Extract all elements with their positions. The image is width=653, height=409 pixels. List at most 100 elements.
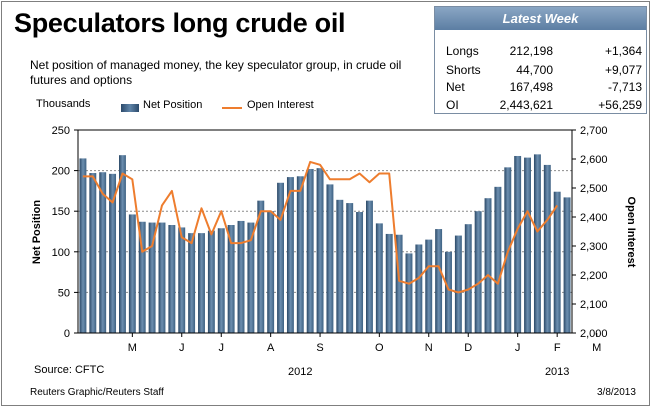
net-position-bar (286, 177, 294, 333)
net-position-bar (128, 214, 136, 333)
x-year-label: 2012 (288, 366, 312, 378)
left-tick-label: 250 (52, 125, 70, 137)
net-position-bar (79, 158, 87, 333)
net-position-bar (207, 230, 215, 333)
source-note: Source: CFTC (34, 364, 105, 376)
net-position-bar (306, 168, 314, 333)
net-position-bar (375, 223, 383, 333)
left-tick-label: 0 (64, 328, 70, 340)
x-month-label: N (425, 342, 433, 354)
net-position-bar (89, 173, 97, 333)
row-change: +56,259 (598, 98, 642, 112)
left-tick-label: 200 (52, 166, 70, 178)
net-position-bar (563, 197, 571, 333)
open-interest-series-line (82, 160, 559, 294)
axes (77, 129, 573, 334)
net-position-bar (267, 211, 275, 333)
legend-net-position-label: Net Position (143, 99, 203, 111)
row-label: OI (446, 98, 459, 112)
x-axis-ticks: M J J A S O N D J F M 2012 2013 (128, 333, 601, 378)
x-month-label: F (554, 342, 561, 354)
net-position-bar (109, 173, 117, 333)
latest-week-panel: Latest Week Longs 212,198 +1,364 Shorts … (434, 6, 647, 114)
left-tick-label: 150 (52, 206, 70, 218)
left-axis-ticks: 0 50 100 150 200 250 (52, 125, 78, 340)
net-position-bar (524, 157, 531, 333)
net-position-bar (356, 212, 364, 333)
net-position-bar (99, 172, 107, 333)
net-position-bar (247, 222, 255, 333)
x-month-label: D (464, 342, 472, 354)
open-interest-line (82, 160, 559, 294)
net-position-bar (543, 164, 551, 333)
net-position-bar (464, 224, 472, 333)
chart-subtitle: Net position of managed money, the key s… (30, 58, 402, 87)
net-position-bar (484, 198, 492, 333)
net-position-bar (425, 239, 433, 333)
net-position-bar (533, 154, 541, 333)
right-tick-label: 2,000 (580, 328, 608, 340)
row-value: 167,498 (509, 80, 553, 94)
net-position-bar (158, 222, 166, 333)
legend-net-position-swatch (121, 104, 139, 112)
legend-open-interest-swatch (222, 107, 242, 109)
net-position-bar (316, 168, 324, 333)
y-axis-title-left: Net Position (31, 200, 43, 264)
row-label: Net (446, 80, 465, 94)
right-tick-label: 2,700 (580, 125, 608, 137)
legend-open-interest-label: Open Interest (247, 99, 314, 111)
latest-week-row-net: Net 167,498 -7,713 (435, 78, 646, 97)
row-value: 2,443,621 (499, 98, 553, 112)
net-position-bar (415, 244, 423, 333)
row-change: +1,364 (604, 44, 642, 58)
right-tick-label: 2,400 (580, 212, 608, 224)
net-position-bar (178, 227, 186, 333)
net-position-bar (474, 211, 482, 333)
net-position-bar (198, 233, 205, 333)
right-axis-ticks: 2,000 2,100 2,200 2,300 2,400 2,500 2,600 2,700 (572, 125, 608, 340)
latest-week-header: Latest Week (435, 7, 646, 30)
right-tick-label: 2,600 (580, 154, 608, 166)
x-month-label: M (128, 342, 137, 354)
row-change: +9,077 (604, 63, 642, 77)
right-tick-label: 2,200 (580, 270, 608, 282)
row-value: 44,700 (516, 63, 553, 77)
chart-title: Speculators long crude oil (14, 8, 346, 38)
net-position-bar (148, 222, 156, 333)
row-label: Longs (446, 44, 479, 58)
net-position-bars (79, 154, 571, 333)
x-month-label: M (592, 342, 601, 354)
net-position-bar (326, 184, 334, 333)
left-tick-label: 50 (58, 287, 70, 299)
net-position-bar (119, 155, 126, 333)
net-position-bar (168, 225, 176, 333)
net-position-bar (405, 253, 413, 333)
net-position-bar (366, 200, 373, 333)
date-note: 3/8/2013 (597, 387, 636, 398)
net-position-bar (514, 155, 522, 333)
net-position-bar (138, 221, 146, 333)
credit-note: Reuters Graphic/Reuters Staff (30, 387, 164, 398)
net-position-bar (277, 182, 284, 333)
net-position-bar (237, 220, 245, 333)
net-position-bar (494, 186, 502, 333)
net-position-bar (257, 200, 265, 333)
net-position-bar (217, 228, 225, 333)
latest-week-row-oi: OI 2,443,621 +56,259 (435, 96, 646, 115)
x-month-label: S (316, 342, 323, 354)
net-position-bar (188, 233, 196, 333)
x-month-label: J (515, 342, 521, 354)
net-position-bar (395, 234, 403, 333)
net-position-bar (454, 235, 462, 333)
row-value: 212,198 (509, 44, 553, 58)
x-month-label: J (219, 342, 225, 354)
right-tick-label: 2,300 (580, 241, 608, 253)
net-position-bar (336, 199, 344, 333)
x-year-label: 2013 (545, 366, 569, 378)
units-label: Thousands (36, 98, 91, 110)
net-position-bar (445, 251, 452, 333)
right-tick-label: 2,500 (580, 183, 608, 195)
x-month-label: A (267, 342, 275, 354)
left-tick-label: 100 (52, 247, 70, 259)
